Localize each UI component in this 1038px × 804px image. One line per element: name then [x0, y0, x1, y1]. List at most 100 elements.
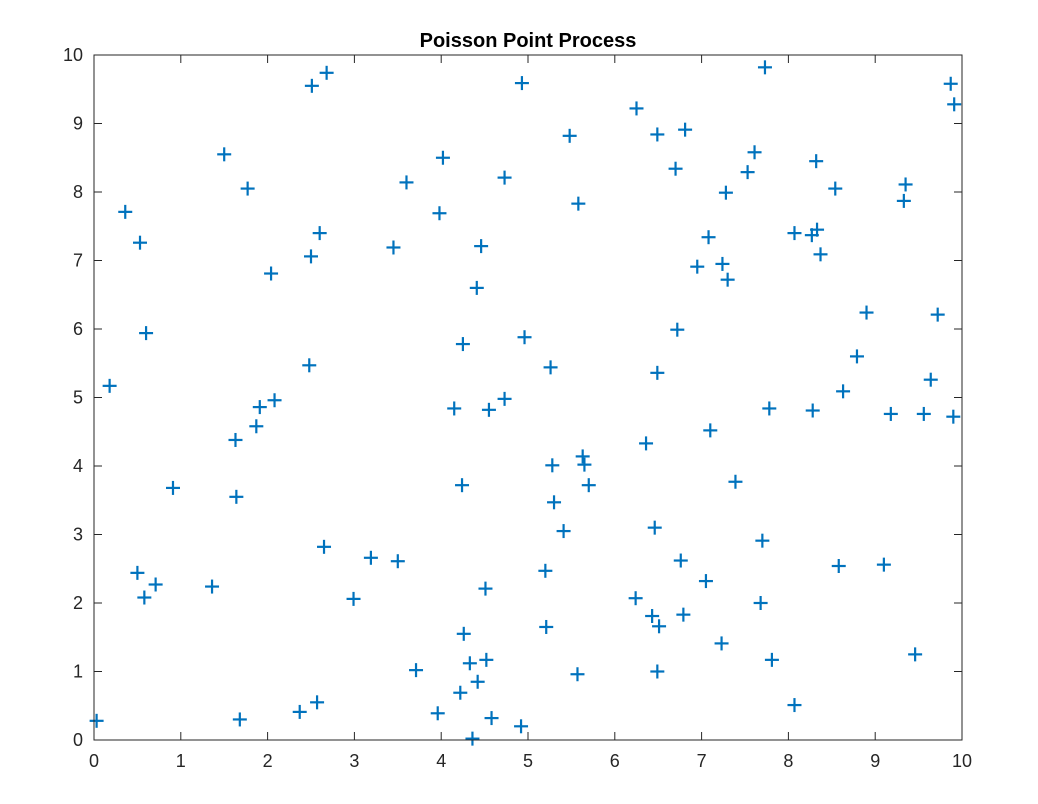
data-point-marker	[647, 520, 662, 535]
data-point-marker	[810, 222, 825, 237]
y-tick-label: 10	[63, 45, 83, 65]
data-point-marker	[678, 122, 693, 137]
data-point-marker	[240, 181, 255, 196]
data-point-marker	[645, 609, 660, 624]
data-point-marker	[562, 128, 577, 143]
data-point-marker	[670, 322, 685, 337]
data-point-marker	[896, 193, 911, 208]
data-point-marker	[650, 365, 665, 380]
data-point-marker	[148, 577, 163, 592]
data-point-marker	[849, 349, 864, 364]
data-point-marker	[809, 154, 824, 169]
data-point-marker	[545, 458, 560, 473]
data-point-marker	[205, 579, 220, 594]
data-point-marker	[650, 664, 665, 679]
data-point-marker	[465, 731, 480, 746]
data-point-marker	[828, 181, 843, 196]
data-point-marker	[556, 524, 571, 539]
data-point-marker	[304, 78, 319, 93]
x-tick-label: 7	[697, 751, 707, 771]
data-point-marker	[747, 145, 762, 160]
data-point-marker	[474, 239, 489, 254]
data-point-marker	[89, 713, 104, 728]
data-point-marker	[517, 330, 532, 345]
data-point-marker	[447, 401, 462, 416]
data-point-marker	[497, 170, 512, 185]
data-point-marker	[229, 489, 244, 504]
data-point-marker	[703, 423, 718, 438]
data-point-marker	[628, 591, 643, 606]
data-point-marker	[943, 76, 958, 91]
data-point-marker	[718, 185, 733, 200]
x-axis: 0 1 2 3 4 5 6 7 8 9 10	[89, 55, 972, 771]
data-point-marker	[757, 60, 772, 75]
data-point-marker	[652, 619, 667, 634]
data-point-marker	[947, 97, 962, 112]
data-point-marker	[478, 581, 493, 596]
data-point-marker	[302, 358, 317, 373]
data-point-marker	[481, 402, 496, 417]
data-point-marker	[720, 272, 735, 287]
data-point-marker	[514, 719, 529, 734]
data-point-marker	[304, 249, 318, 264]
y-tick-label: 6	[73, 319, 83, 339]
data-point-marker	[252, 400, 267, 415]
data-point-marker	[118, 204, 133, 219]
data-point-marker	[312, 226, 327, 241]
data-point-marker	[930, 307, 945, 322]
data-point-marker	[409, 663, 424, 678]
data-point-marker	[455, 337, 470, 352]
data-point-marker	[267, 393, 282, 408]
data-point-marker	[690, 259, 705, 274]
data-point-marker	[399, 175, 414, 190]
data-point-marker	[740, 165, 755, 180]
data-point-marker	[470, 674, 485, 689]
data-point-marker	[714, 636, 729, 651]
data-point-marker	[317, 539, 332, 554]
data-point-marker	[456, 626, 471, 641]
y-tick-label: 4	[73, 456, 83, 476]
data-point-marker	[292, 704, 307, 719]
data-point-marker	[715, 256, 730, 271]
data-point-marker	[916, 406, 931, 421]
data-point-marker	[755, 533, 770, 548]
data-point-marker	[787, 698, 802, 713]
data-point-marker	[514, 76, 529, 91]
data-point-marker	[859, 305, 874, 320]
data-point-marker	[232, 712, 247, 727]
chart-title: Poisson Point Process	[420, 30, 637, 52]
data-point-marker	[813, 247, 828, 262]
y-tick-label: 5	[73, 388, 83, 408]
data-point-marker	[762, 401, 777, 416]
data-point-marker	[539, 619, 554, 634]
data-point-marker	[310, 695, 325, 710]
data-point-marker	[753, 596, 768, 610]
data-point-marker	[577, 457, 592, 472]
y-tick-label: 8	[73, 182, 83, 202]
data-point-marker	[538, 563, 553, 578]
data-point-marker	[462, 656, 477, 671]
data-point-marker	[570, 667, 585, 682]
data-point-marker	[455, 478, 470, 493]
data-point-marker	[484, 711, 499, 726]
data-point-marker	[575, 449, 590, 464]
data-point-marker	[363, 550, 378, 565]
data-point-marker	[728, 474, 743, 489]
x-tick-label: 4	[436, 751, 446, 771]
data-point-marker	[319, 65, 334, 80]
data-point-marker	[432, 206, 447, 221]
data-point-marker	[547, 495, 562, 510]
data-point-marker	[923, 372, 938, 387]
data-point-marker	[543, 360, 558, 375]
data-point-marker	[228, 432, 243, 447]
y-tick-label: 0	[73, 730, 83, 750]
data-point-marker	[346, 591, 361, 606]
x-tick-label: 3	[349, 751, 359, 771]
data-point-marker	[102, 378, 117, 393]
data-point-marker	[390, 554, 405, 569]
data-points	[89, 60, 962, 746]
data-point-marker	[701, 230, 716, 245]
data-point-marker	[264, 266, 279, 281]
x-tick-label: 0	[89, 751, 99, 771]
